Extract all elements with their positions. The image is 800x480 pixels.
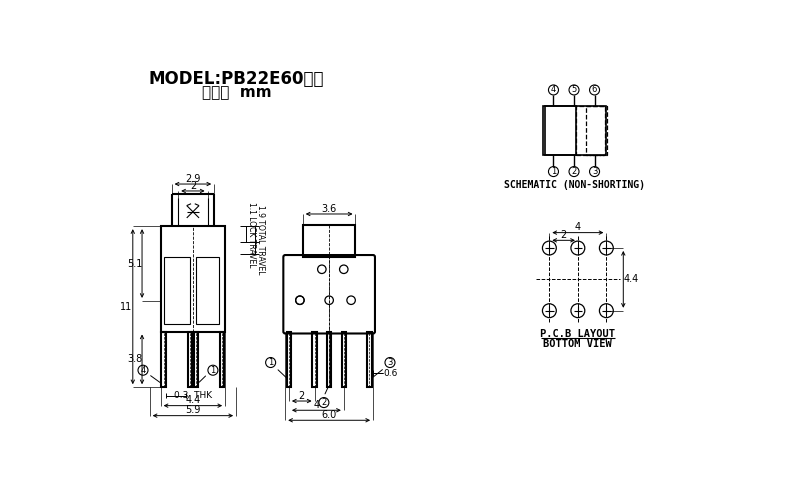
Text: SCHEMATIC (NON-SHORTING): SCHEMATIC (NON-SHORTING) <box>503 180 645 191</box>
Text: 单位：  mm: 单位： mm <box>202 85 271 100</box>
Bar <box>367 332 371 387</box>
Bar <box>543 106 575 156</box>
Bar <box>161 226 225 332</box>
Text: 5.1: 5.1 <box>127 259 142 268</box>
Text: 3.6: 3.6 <box>322 204 337 214</box>
Bar <box>164 257 190 324</box>
Text: 3.8: 3.8 <box>127 354 142 364</box>
Bar <box>220 332 224 387</box>
Text: 4: 4 <box>314 400 319 410</box>
Text: 4.4: 4.4 <box>186 395 201 405</box>
Text: 6.0: 6.0 <box>322 410 337 420</box>
Text: 3: 3 <box>592 167 598 176</box>
Bar <box>327 332 331 387</box>
Text: P.C.B LAYOUT: P.C.B LAYOUT <box>540 329 615 339</box>
Text: 2: 2 <box>190 180 196 191</box>
Bar <box>342 332 346 387</box>
Bar <box>312 332 317 387</box>
Text: 4: 4 <box>551 85 556 95</box>
Text: 2: 2 <box>571 167 577 176</box>
Text: 3: 3 <box>387 358 393 367</box>
Bar <box>575 106 605 156</box>
Text: BOTTOM VIEW: BOTTOM VIEW <box>543 339 612 349</box>
Text: 0.3  THK: 0.3 THK <box>174 391 212 400</box>
Text: 5: 5 <box>571 85 577 95</box>
Bar <box>162 332 166 387</box>
Text: 2: 2 <box>322 398 326 407</box>
Text: 2.9: 2.9 <box>186 174 201 184</box>
Text: 0.6: 0.6 <box>384 369 398 378</box>
Text: MODEL:PB22E60平头: MODEL:PB22E60平头 <box>149 70 325 88</box>
Text: 1.1 LOCK TRAVEL: 1.1 LOCK TRAVEL <box>247 202 256 267</box>
Bar <box>287 332 291 387</box>
Bar <box>194 332 198 387</box>
Text: 2: 2 <box>298 391 305 401</box>
Text: 4.4: 4.4 <box>623 275 638 284</box>
Text: 6: 6 <box>592 85 598 95</box>
Text: 1: 1 <box>210 366 215 375</box>
Text: 4: 4 <box>140 366 146 375</box>
Text: 1.9 TOTAL TRAVEL: 1.9 TOTAL TRAVEL <box>256 205 265 275</box>
Text: 1: 1 <box>551 167 556 176</box>
Bar <box>188 332 192 387</box>
Bar <box>545 106 606 156</box>
Text: 4: 4 <box>574 222 581 232</box>
Text: 11: 11 <box>120 302 132 312</box>
Bar <box>196 257 219 324</box>
Bar <box>586 106 607 156</box>
Bar <box>303 225 355 257</box>
Text: 5.9: 5.9 <box>186 405 201 415</box>
Text: 2: 2 <box>561 230 566 240</box>
Text: 1: 1 <box>268 358 274 367</box>
